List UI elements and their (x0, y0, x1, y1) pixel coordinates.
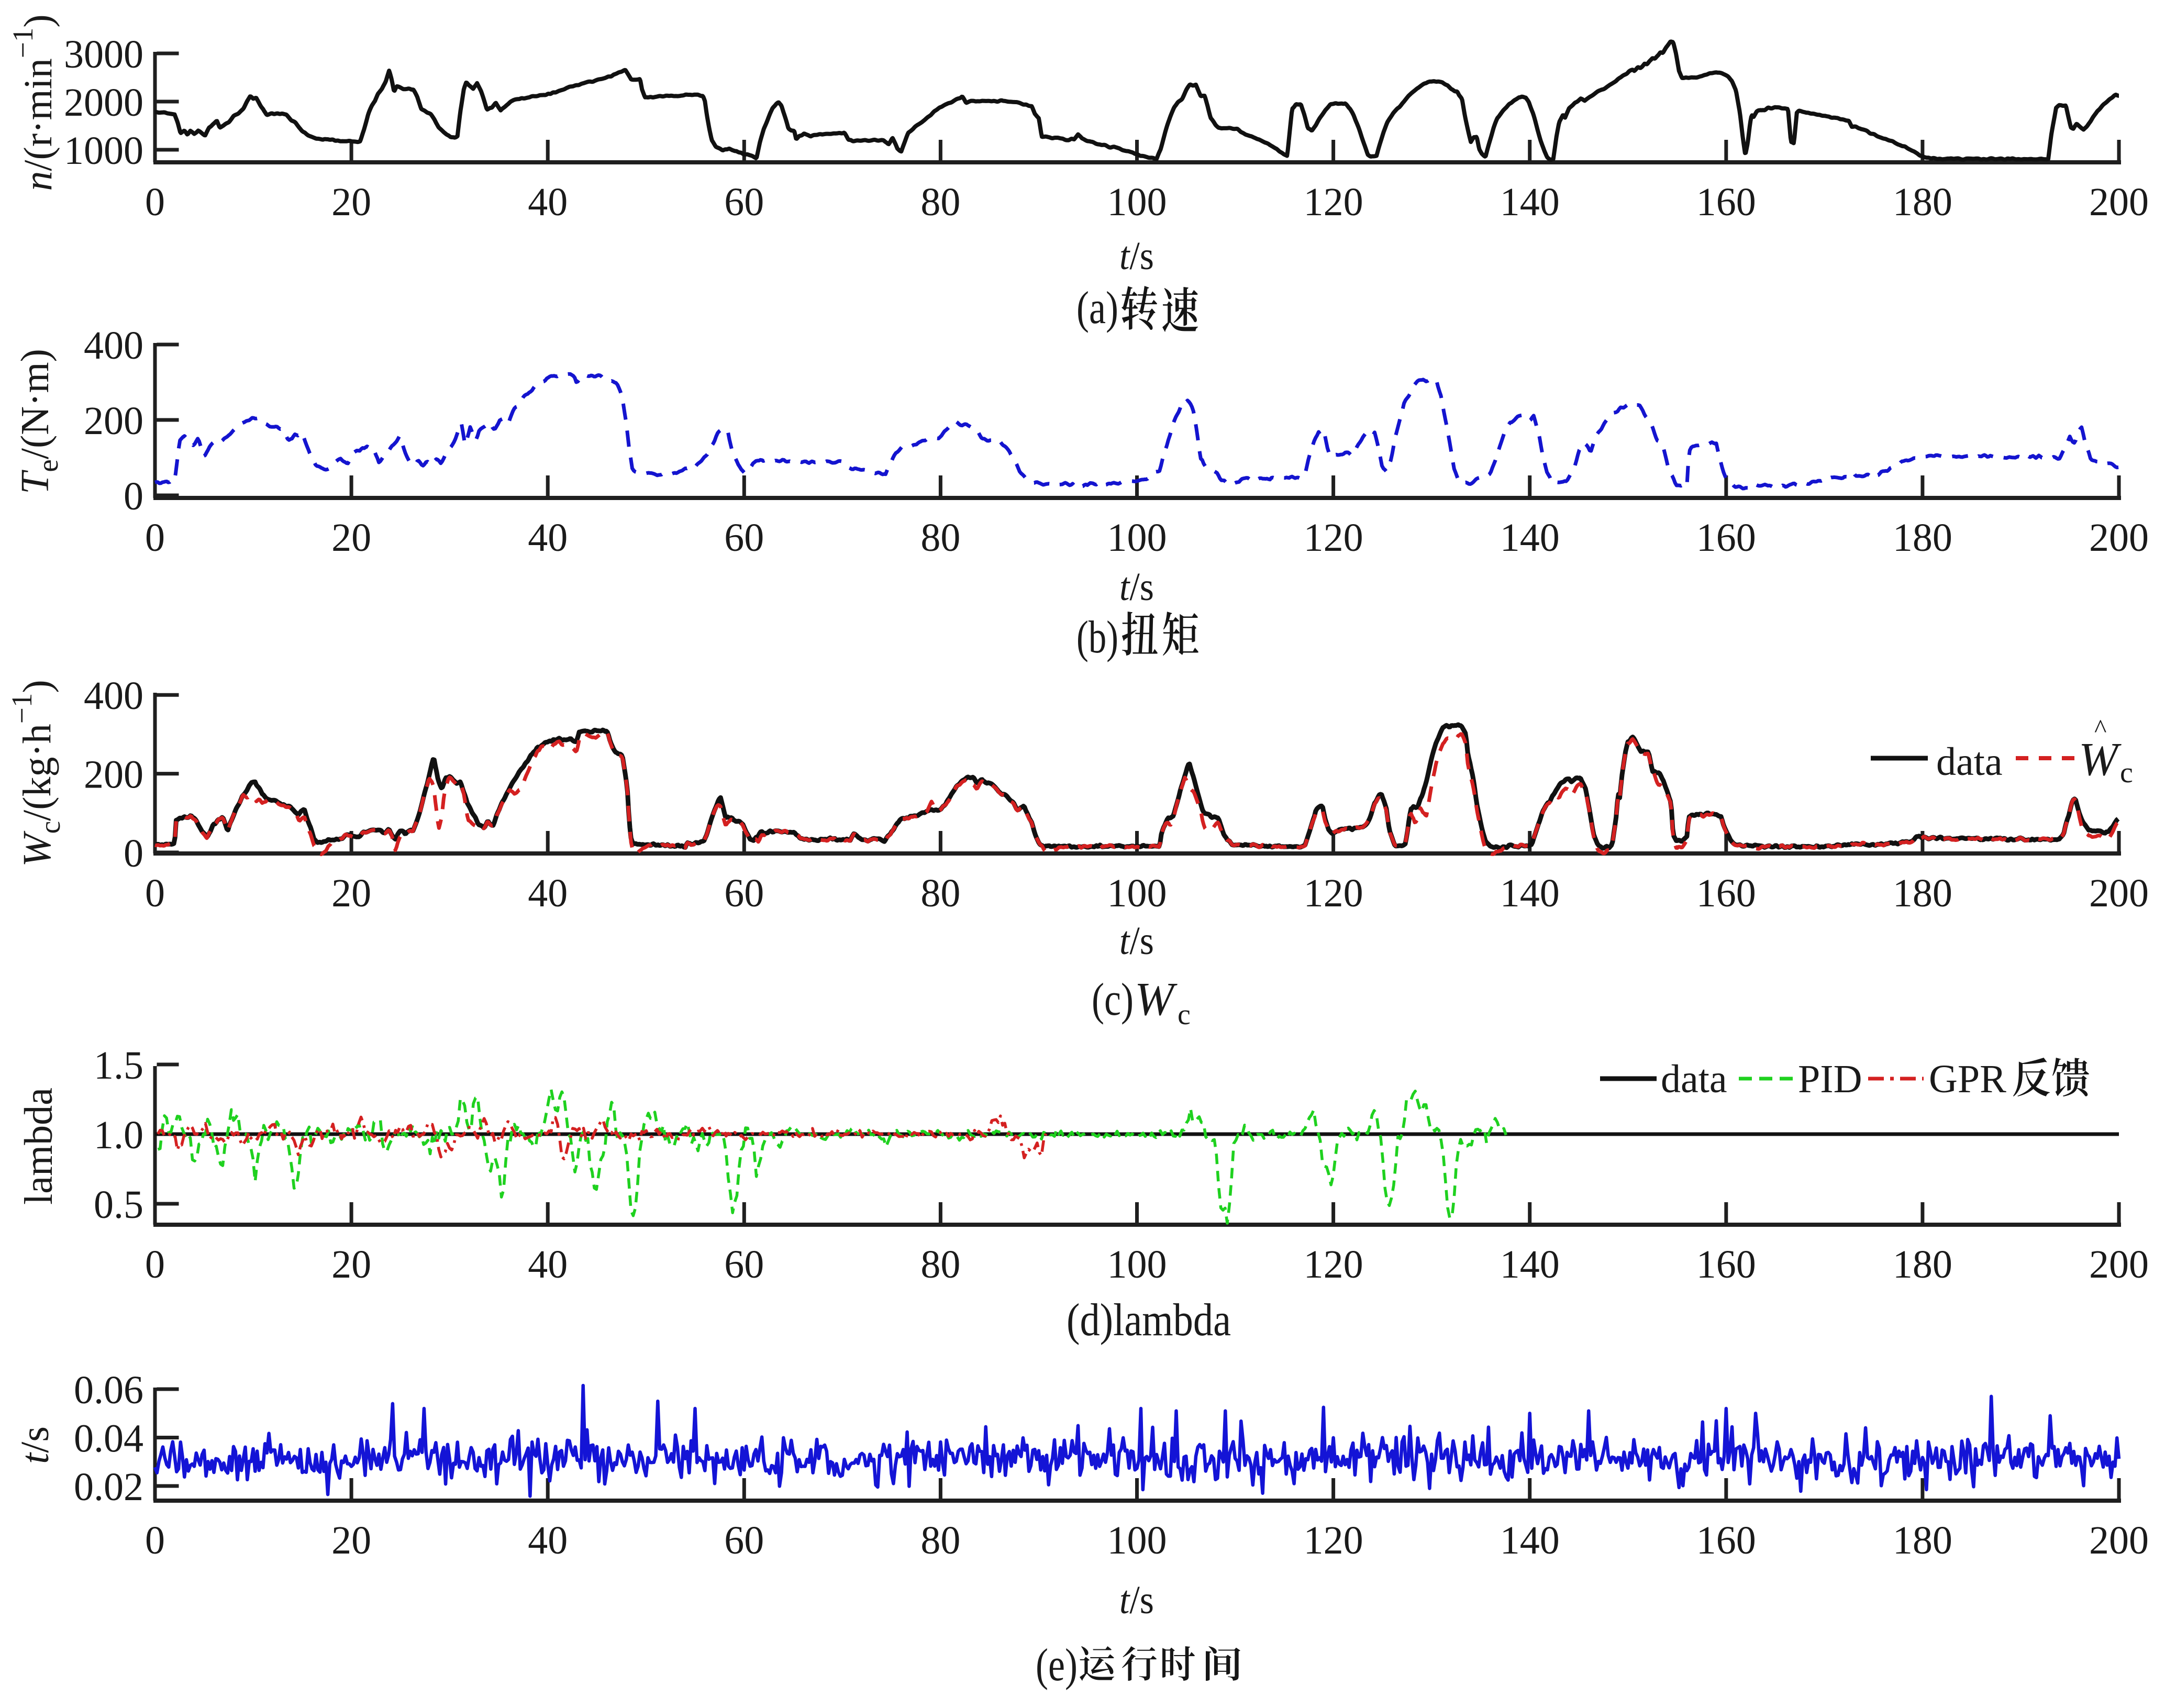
svg-text:140: 140 (1500, 180, 1560, 224)
svg-text:60: 60 (724, 516, 764, 560)
svg-text:(e): (e) (1036, 1640, 1078, 1691)
svg-text:180: 180 (1893, 180, 1952, 224)
svg-text:60: 60 (724, 871, 764, 915)
svg-text:40: 40 (528, 871, 568, 915)
svg-text:100: 100 (1107, 871, 1167, 915)
svg-text:0: 0 (145, 516, 165, 560)
svg-text:180: 180 (1893, 1518, 1952, 1562)
svg-text:Wc/(kg·h−1): Wc/(kg·h−1) (6, 680, 66, 867)
svg-text:200: 200 (2089, 1518, 2149, 1562)
svg-text:120: 120 (1304, 516, 1363, 560)
svg-text:160: 160 (1696, 180, 1756, 224)
svg-text:20: 20 (331, 180, 371, 224)
svg-text:80: 80 (920, 180, 960, 224)
svg-text:140: 140 (1500, 1243, 1560, 1286)
svg-text:t/s: t/s (1119, 919, 1154, 963)
svg-text:0.02: 0.02 (74, 1465, 143, 1509)
svg-text:1000: 1000 (64, 129, 143, 173)
svg-text:data: data (1661, 1057, 1727, 1101)
svg-text:GPR: GPR (1929, 1057, 2006, 1101)
svg-text:120: 120 (1304, 1518, 1363, 1562)
svg-text:200: 200 (84, 399, 143, 443)
svg-text:80: 80 (920, 1518, 960, 1562)
svg-text:200: 200 (2089, 180, 2149, 224)
svg-text:0.04: 0.04 (74, 1417, 143, 1461)
svg-text:^: ^ (2094, 714, 2106, 743)
svg-text:lambda: lambda (17, 1088, 61, 1205)
svg-text:140: 140 (1500, 871, 1560, 915)
svg-text:40: 40 (528, 1243, 568, 1286)
svg-text:100: 100 (1107, 1243, 1167, 1286)
svg-text:100: 100 (1107, 516, 1167, 560)
svg-text:140: 140 (1500, 516, 1560, 560)
svg-text:200: 200 (84, 753, 143, 797)
svg-text:0: 0 (145, 180, 165, 224)
svg-text:120: 120 (1304, 871, 1363, 915)
svg-text:data: data (1936, 740, 2003, 784)
svg-text:200: 200 (2089, 871, 2149, 915)
svg-text:120: 120 (1304, 1243, 1363, 1286)
svg-text:3000: 3000 (64, 32, 143, 76)
svg-text:20: 20 (331, 1243, 371, 1286)
svg-text:(c): (c) (1092, 974, 1134, 1025)
svg-text:0.06: 0.06 (74, 1368, 143, 1412)
svg-text:120: 120 (1304, 180, 1363, 224)
svg-text:0: 0 (124, 474, 143, 518)
svg-text:40: 40 (528, 180, 568, 224)
svg-text:c: c (2120, 757, 2133, 789)
svg-text:40: 40 (528, 516, 568, 560)
svg-text:20: 20 (331, 516, 371, 560)
svg-text:60: 60 (724, 1243, 764, 1286)
svg-text:(d)lambda: (d)lambda (1067, 1295, 1231, 1346)
svg-text:1.0: 1.0 (94, 1113, 143, 1157)
svg-text:0.5: 0.5 (94, 1183, 143, 1227)
svg-text:180: 180 (1893, 871, 1952, 915)
svg-text:W: W (1135, 973, 1178, 1025)
svg-text:400: 400 (84, 674, 143, 718)
svg-text:200: 200 (2089, 1243, 2149, 1286)
svg-text:60: 60 (724, 1518, 764, 1562)
svg-text:W: W (2079, 734, 2122, 785)
svg-text:2000: 2000 (64, 81, 143, 125)
svg-text:160: 160 (1696, 1518, 1756, 1562)
svg-text:140: 140 (1500, 1518, 1560, 1562)
svg-text:0: 0 (145, 871, 165, 915)
svg-text:100: 100 (1107, 1518, 1167, 1562)
svg-text:80: 80 (920, 1243, 960, 1286)
svg-text:200: 200 (2089, 516, 2149, 560)
svg-text:0: 0 (124, 831, 143, 875)
svg-text:Te/(N·m): Te/(N·m) (13, 349, 64, 494)
svg-text:160: 160 (1696, 871, 1756, 915)
svg-text:20: 20 (331, 1518, 371, 1562)
svg-text:100: 100 (1107, 180, 1167, 224)
svg-text:60: 60 (724, 180, 764, 224)
svg-text:180: 180 (1893, 516, 1952, 560)
svg-text:1.5: 1.5 (94, 1044, 143, 1088)
svg-text:40: 40 (528, 1518, 568, 1562)
svg-text:400: 400 (84, 324, 143, 368)
svg-text:t/s: t/s (13, 1426, 57, 1464)
svg-text:160: 160 (1696, 1243, 1756, 1286)
svg-text:t/s: t/s (1119, 1578, 1154, 1622)
svg-text:80: 80 (920, 871, 960, 915)
svg-text:0: 0 (145, 1518, 165, 1562)
svg-text:20: 20 (331, 871, 371, 915)
svg-text:c: c (1178, 999, 1191, 1031)
svg-text:(a): (a) (1076, 283, 1118, 334)
svg-text:160: 160 (1696, 516, 1756, 560)
svg-text:t/s: t/s (1119, 234, 1154, 278)
svg-text:0: 0 (145, 1243, 165, 1286)
svg-text:180: 180 (1893, 1243, 1952, 1286)
svg-text:(b): (b) (1076, 612, 1118, 663)
svg-text:PID: PID (1798, 1057, 1862, 1101)
svg-text:80: 80 (920, 516, 960, 560)
svg-text:t/s: t/s (1119, 565, 1154, 609)
